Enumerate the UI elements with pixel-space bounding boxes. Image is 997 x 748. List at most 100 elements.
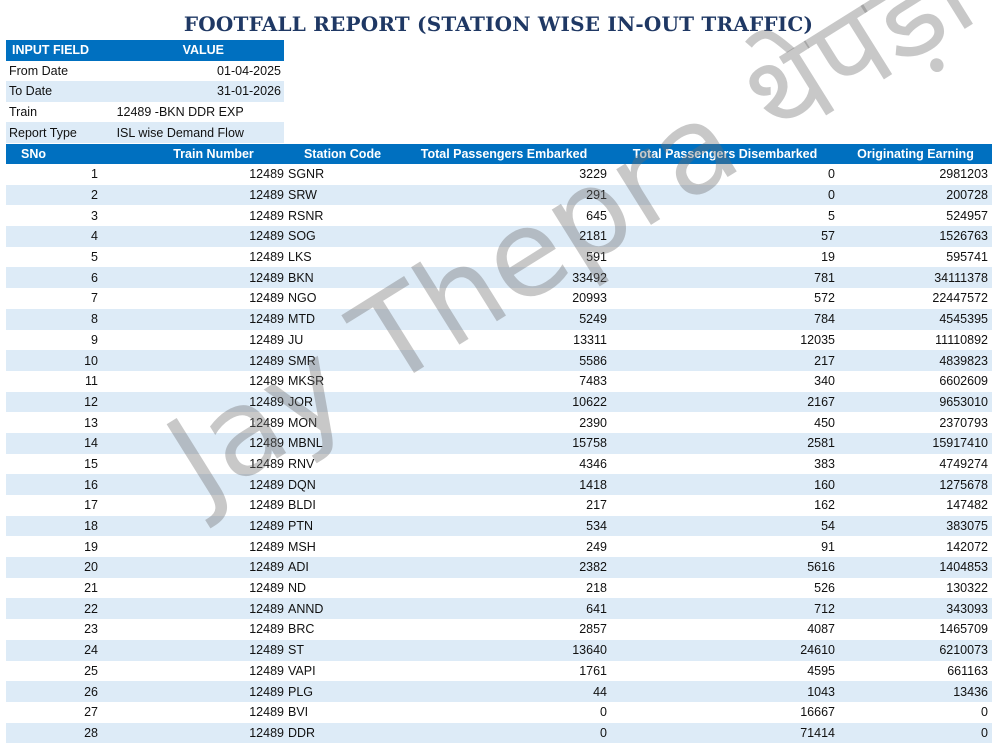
cell-station-code: BKN [288, 267, 397, 289]
header-sno[interactable]: SNo [6, 144, 102, 164]
cell-embarked: 2390 [579, 415, 607, 430]
table-row[interactable]: 6 12489 BKN 33492 781 34111378 [6, 267, 992, 289]
report-type-label: Report Type [6, 122, 117, 143]
table-row[interactable]: 27 12489 BVI 0 16667 0 [6, 702, 992, 723]
table-row[interactable]: 25 12489 VAPI 1761 4595 661163 [6, 661, 992, 682]
cell-sno: 24 [6, 639, 102, 661]
table-row[interactable]: 26 12489 PLG 44 1043 13436 [6, 681, 992, 702]
cell-train-number: 12489 [249, 663, 284, 678]
cell-earning: 130322 [946, 581, 988, 596]
cell-earning: 2981203 [939, 167, 988, 182]
cell-disembarked: 16667 [800, 705, 835, 720]
table-row[interactable]: 18 12489 PTN 534 54 383075 [6, 515, 992, 537]
header-train-number[interactable]: Train Number [102, 144, 288, 164]
input-value-header: VALUE [116, 40, 284, 61]
table-row[interactable]: 21 12489 ND 218 526 130322 [6, 578, 992, 599]
cell-disembarked: 2581 [611, 432, 839, 454]
cell-sno: 5 [91, 250, 98, 265]
cell-disembarked: 0 [611, 184, 839, 206]
table-row[interactable]: 10 12489 SMR 5586 217 4839823 [6, 350, 992, 371]
table-row[interactable]: 11 12489 MKSR 7483 340 6602609 [6, 371, 992, 392]
cell-embarked: 591 [586, 250, 607, 265]
cell-earning: 0 [981, 705, 988, 720]
cell-embarked: 218 [586, 581, 607, 596]
cell-earning: 142072 [946, 539, 988, 554]
table-row[interactable]: 15 12489 RNV 4346 383 4749274 [6, 454, 992, 475]
table-row[interactable]: 3 12489 RSNR 645 5 524957 [6, 205, 992, 226]
table-row[interactable]: 9 12489 JU 13311 12035 11110892 [6, 330, 992, 351]
table-row[interactable]: 1 12489 SGNR 3229 0 2981203 [6, 164, 992, 185]
cell-train-number: 12489 [102, 681, 288, 702]
cell-earning: 9653010 [839, 391, 992, 413]
cell-disembarked: 0 [828, 167, 835, 182]
cell-earning: 4749274 [939, 456, 988, 471]
report-type-value[interactable]: ISL wise Demand Flow [116, 122, 284, 143]
cell-earning: 0 [839, 722, 992, 744]
cell-earning: 343093 [839, 598, 992, 620]
cell-train-number: 12489 [102, 598, 288, 620]
cell-disembarked: 5616 [611, 557, 839, 578]
train-value[interactable]: 12489 -BKN DDR EXP [116, 105, 244, 120]
header-disembarked[interactable]: Total Passengers Disembarked [611, 144, 839, 164]
cell-sno: 8 [6, 308, 102, 330]
table-row[interactable]: 5 12489 LKS 591 19 595741 [6, 247, 992, 268]
table-row[interactable]: 22 12489 ANND 641 712 343093 [6, 598, 992, 620]
table-row[interactable]: 8 12489 MTD 5249 784 4545395 [6, 308, 992, 330]
cell-embarked: 3229 [579, 167, 607, 182]
table-row[interactable]: 17 12489 BLDI 217 162 147482 [6, 495, 992, 516]
table-row[interactable]: 4 12489 SOG 2181 57 1526763 [6, 226, 992, 247]
cell-train-number: 12489 [102, 391, 288, 413]
report-title: FOOTFALL REPORT (STATION WISE IN-OUT TRA… [183, 12, 814, 36]
cell-train-number: 12489 [102, 267, 288, 289]
train-row: Train 12489 -BKN DDR EXP [6, 102, 284, 123]
report-type-row: Report Type ISL wise Demand Flow [6, 122, 284, 143]
table-row[interactable]: 23 12489 BRC 2857 4087 1465709 [6, 619, 992, 640]
cell-sno: 14 [6, 432, 102, 454]
table-row[interactable]: 7 12489 NGO 20993 572 22447572 [6, 288, 992, 309]
header-station-code[interactable]: Station Code [288, 144, 397, 164]
table-row[interactable]: 13 12489 MON 2390 450 2370793 [6, 412, 992, 433]
cell-earning: 147482 [946, 498, 988, 513]
to-date-value[interactable]: 31-01-2026 [116, 81, 284, 102]
table-row[interactable]: 19 12489 MSH 249 91 142072 [6, 536, 992, 557]
cell-station-code: BVI [288, 705, 309, 720]
cell-station-code: PTN [288, 515, 397, 537]
cell-earning: 661163 [947, 663, 988, 678]
cell-station-code: SMR [288, 350, 397, 371]
cell-sno: 9 [91, 332, 98, 347]
header-earning[interactable]: Originating Earning [839, 144, 992, 164]
cell-earning: 524957 [946, 208, 988, 223]
cell-sno: 23 [84, 622, 98, 637]
train-label: Train [9, 105, 38, 120]
table-row[interactable]: 24 12489 ST 13640 24610 6210073 [6, 639, 992, 661]
cell-train-number: 12489 [249, 581, 284, 596]
table-row[interactable]: 14 12489 MBNL 15758 2581 15917410 [6, 432, 992, 454]
cell-embarked: 1761 [579, 663, 607, 678]
cell-disembarked: 1043 [611, 681, 839, 702]
from-date-value[interactable]: 01-04-2025 [217, 63, 281, 78]
cell-station-code: RSNR [288, 208, 324, 223]
cell-station-code: MSH [288, 539, 316, 554]
cell-disembarked: 217 [611, 350, 839, 371]
cell-train-number: 12489 [249, 250, 284, 265]
table-row[interactable]: 2 12489 SRW 291 0 200728 [6, 184, 992, 206]
cell-train-number: 12489 [249, 456, 284, 471]
cell-train-number: 12489 [249, 498, 284, 513]
cell-train-number: 12489 [102, 226, 288, 247]
cell-disembarked: 5 [828, 208, 835, 223]
cell-earning: 383075 [839, 515, 992, 537]
cell-sno: 11 [85, 374, 98, 389]
cell-station-code: MTD [288, 308, 397, 330]
to-date-label: To Date [6, 81, 117, 102]
table-row[interactable]: 16 12489 DQN 1418 160 1275678 [6, 474, 992, 495]
table-row[interactable]: 12 12489 JOR 10622 2167 9653010 [6, 391, 992, 413]
table-row[interactable]: 28 12489 DDR 0 71414 0 [6, 722, 992, 744]
from-date-label: From Date [9, 63, 69, 78]
cell-disembarked: 4087 [807, 622, 835, 637]
cell-station-code: MBNL [288, 432, 397, 454]
cell-sno: 19 [84, 539, 98, 554]
table-row[interactable]: 20 12489 ADI 2382 5616 1404853 [6, 557, 992, 578]
cell-station-code: MON [288, 415, 318, 430]
input-field-header: INPUT FIELD [6, 40, 117, 61]
header-embarked[interactable]: Total Passengers Embarked [397, 144, 611, 164]
